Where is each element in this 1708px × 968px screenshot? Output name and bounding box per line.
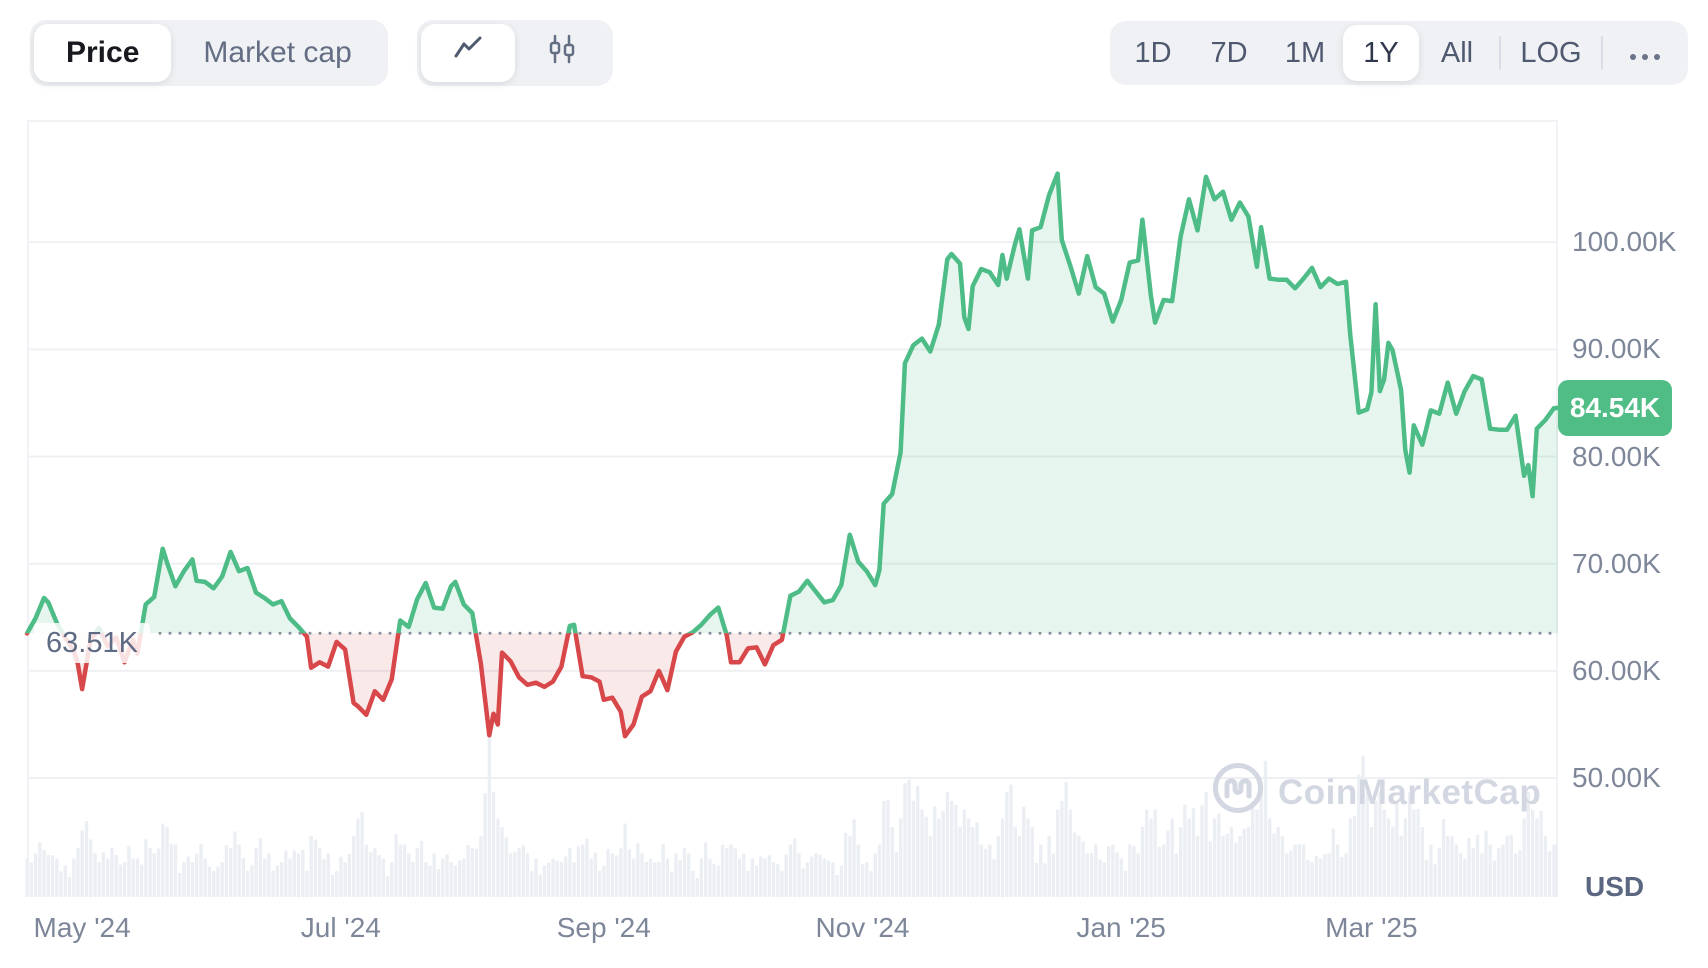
candlestick-button[interactable] — [515, 24, 609, 82]
x-tick-label: Mar '25 — [1325, 912, 1418, 943]
gridlines — [29, 241, 1556, 780]
coinmarketcap-logo-icon — [1212, 762, 1264, 823]
currency-label: USD — [1585, 871, 1645, 902]
chart-card — [27, 120, 1558, 897]
x-tick-label: Nov '24 — [815, 912, 910, 943]
tab-price[interactable]: Price — [34, 24, 172, 82]
line-chart-icon — [451, 32, 485, 74]
y-tick-label: 80.00K — [1572, 440, 1661, 472]
y-tick-label: 50.00K — [1572, 762, 1661, 794]
price-line — [24, 171, 1561, 739]
more-options-button[interactable] — [1607, 25, 1683, 81]
tab-market-cap[interactable]: Market cap — [203, 36, 352, 69]
y-tick-label: 70.00K — [1572, 547, 1661, 579]
range-1y[interactable]: 1Y — [1343, 25, 1419, 81]
line-chart-button[interactable] — [421, 24, 515, 82]
watermark-text: CoinMarketCap — [1278, 772, 1542, 812]
range-all[interactable]: All — [1440, 36, 1474, 69]
ellipsis-icon — [1627, 37, 1663, 70]
separator — [1601, 36, 1603, 70]
x-tick-label: May '24 — [33, 912, 131, 943]
separator — [1499, 36, 1501, 70]
watermark: CoinMarketCap — [1212, 762, 1541, 823]
range-1m[interactable]: 1M — [1284, 36, 1326, 69]
chart-type-toggle — [417, 20, 613, 86]
x-tick-label: Sep '24 — [556, 912, 651, 943]
volume-bars — [25, 722, 1558, 898]
metric-toggle: Price Market cap — [30, 20, 388, 86]
baseline-price-label: 63.51K — [34, 623, 150, 664]
range-1d[interactable]: 1D — [1134, 36, 1172, 69]
range-toggle: 1D 7D 1M 1Y All LOG — [1110, 21, 1688, 85]
x-tick-label: Jan '25 — [1076, 912, 1166, 943]
x-tick-label: Jul '24 — [300, 912, 381, 943]
y-tick-label: 100.00K — [1572, 226, 1677, 258]
y-tick-label: 90.00K — [1572, 333, 1661, 365]
log-scale-toggle[interactable]: LOG — [1520, 36, 1582, 69]
current-price-badge: 84.54K — [1558, 379, 1672, 436]
y-tick-label: 60.00K — [1572, 654, 1661, 686]
price-area — [27, 173, 1558, 737]
candlestick-icon — [545, 32, 579, 74]
range-7d[interactable]: 7D — [1210, 36, 1248, 69]
